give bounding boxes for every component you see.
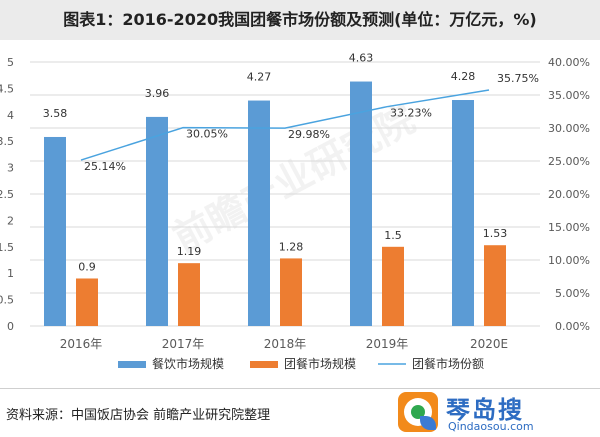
bar-group-meal-label: 0.9 — [78, 260, 96, 273]
bar-catering — [452, 100, 474, 327]
brand-name: 琴岛搜 — [446, 396, 524, 424]
bar-group-meal — [484, 245, 506, 326]
x-tick-label: 2016年 — [60, 337, 103, 351]
y-right-tick-label: 35.00% — [548, 89, 590, 102]
y-right-tick-label: 20.00% — [548, 188, 590, 201]
brand-url: Qindaosou.com — [448, 420, 534, 433]
share-label: 35.75% — [497, 72, 539, 85]
bar-group-meal — [76, 278, 98, 326]
bar-group-meal-label: 1.5 — [384, 229, 402, 242]
source-divider — [0, 388, 600, 389]
y-left-tick-label: 5 — [7, 56, 14, 69]
share-label: 30.05% — [186, 128, 228, 141]
bar-group-meal-label: 1.53 — [483, 227, 508, 240]
y-left-tick-label: 0 — [7, 320, 14, 333]
y-right-tick-label: 0.00% — [555, 320, 590, 333]
share-label: 29.98% — [288, 128, 330, 141]
bar-catering-label: 3.58 — [43, 107, 68, 120]
y-right-tick-label: 5.00% — [555, 287, 590, 300]
y-left-tick-label: 1 — [7, 267, 14, 280]
bar-group-meal-label: 1.19 — [177, 245, 202, 258]
x-tick-label: 2017年 — [162, 337, 205, 351]
y-right-tick-label: 40.00% — [548, 56, 590, 69]
legend-label-catering: 餐饮市场规模 — [152, 356, 224, 371]
y-left-tick-label: 4 — [7, 109, 14, 122]
y-left-tick-label: 2.5 — [0, 188, 14, 201]
y-right-tick-label: 15.00% — [548, 221, 590, 234]
y-left-tick-label: 4.5 — [0, 82, 14, 95]
brand-logo[interactable]: 琴岛搜 Qindaosou.com — [390, 390, 590, 436]
chart-svg: 前瞻产业研究院00.511.522.533.544.550.00%5.00%10… — [0, 52, 590, 371]
source-note: 资料来源：中国饭店协会 前瞻产业研究院整理 — [6, 408, 271, 423]
y-right-tick-label: 30.00% — [548, 122, 590, 135]
x-tick-label: 2019年 — [366, 337, 409, 351]
y-left-tick-label: 0.5 — [0, 294, 14, 307]
legend-label-group-meal: 团餐市场规模 — [284, 356, 356, 371]
bar-group-meal — [382, 246, 404, 326]
bar-catering — [248, 100, 270, 326]
bar-catering-label: 3.96 — [145, 87, 170, 100]
legend-label-share: 团餐市场份额 — [412, 356, 484, 371]
bar-group-meal — [178, 263, 200, 326]
bar-catering-label: 4.27 — [247, 71, 272, 84]
legend-swatch-catering — [118, 361, 146, 368]
bar-group-meal-label: 1.28 — [279, 240, 304, 253]
y-left-tick-label: 1.5 — [0, 241, 14, 254]
bar-catering-label: 4.63 — [349, 52, 374, 65]
share-label: 25.14% — [84, 160, 126, 173]
bar-catering — [146, 116, 168, 326]
y-right-tick-label: 25.00% — [548, 155, 590, 168]
y-left-tick-label: 3 — [7, 162, 14, 175]
y-left-tick-label: 2 — [7, 214, 14, 227]
share-line — [80, 89, 490, 161]
chart-title: 图表1：2016-2020我国团餐市场份额及预测(单位：万亿元，%) — [0, 0, 600, 40]
y-left-tick-label: 3.5 — [0, 135, 14, 148]
bar-group-meal — [280, 258, 302, 326]
x-tick-label: 2020E — [470, 337, 508, 351]
bar-catering — [350, 81, 372, 326]
y-right-tick-label: 10.00% — [548, 254, 590, 267]
legend-swatch-group-meal — [250, 361, 278, 368]
bar-catering-label: 4.28 — [451, 70, 476, 83]
share-label: 33.23% — [390, 107, 432, 120]
x-tick-label: 2018年 — [264, 337, 307, 351]
bar-catering — [44, 136, 66, 326]
brand-icon — [398, 392, 438, 432]
